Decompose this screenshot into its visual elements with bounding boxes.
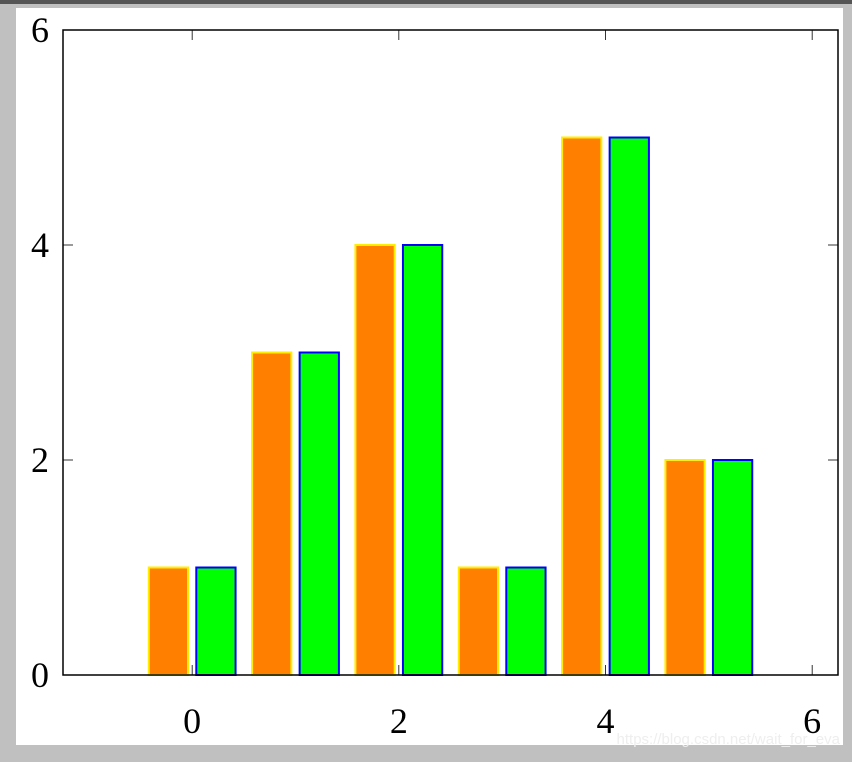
bar	[457, 566, 500, 676]
y-tick-label: 2	[31, 440, 49, 480]
bar	[147, 566, 190, 676]
bar	[505, 566, 547, 676]
bar	[195, 566, 237, 676]
plot-area	[147, 136, 754, 676]
y-tick-label: 6	[31, 10, 49, 50]
x-tick-label: 0	[183, 701, 201, 741]
bar	[401, 244, 444, 676]
top-border	[0, 0, 852, 4]
bar	[664, 459, 706, 676]
bar	[608, 136, 650, 676]
y-tick-label: 4	[31, 225, 49, 265]
watermark: https://blog.csdn.net/wait_for_eva	[617, 731, 841, 748]
axis-frame	[62, 29, 839, 676]
bar	[354, 244, 396, 676]
bar	[711, 459, 754, 676]
bar	[298, 351, 340, 676]
x-tick-label: 4	[597, 701, 615, 741]
y-tick-label: 0	[31, 655, 49, 695]
x-tick-label: 6	[803, 701, 821, 741]
bar	[561, 136, 603, 676]
bar	[251, 351, 293, 676]
x-tick-label: 2	[390, 701, 408, 741]
